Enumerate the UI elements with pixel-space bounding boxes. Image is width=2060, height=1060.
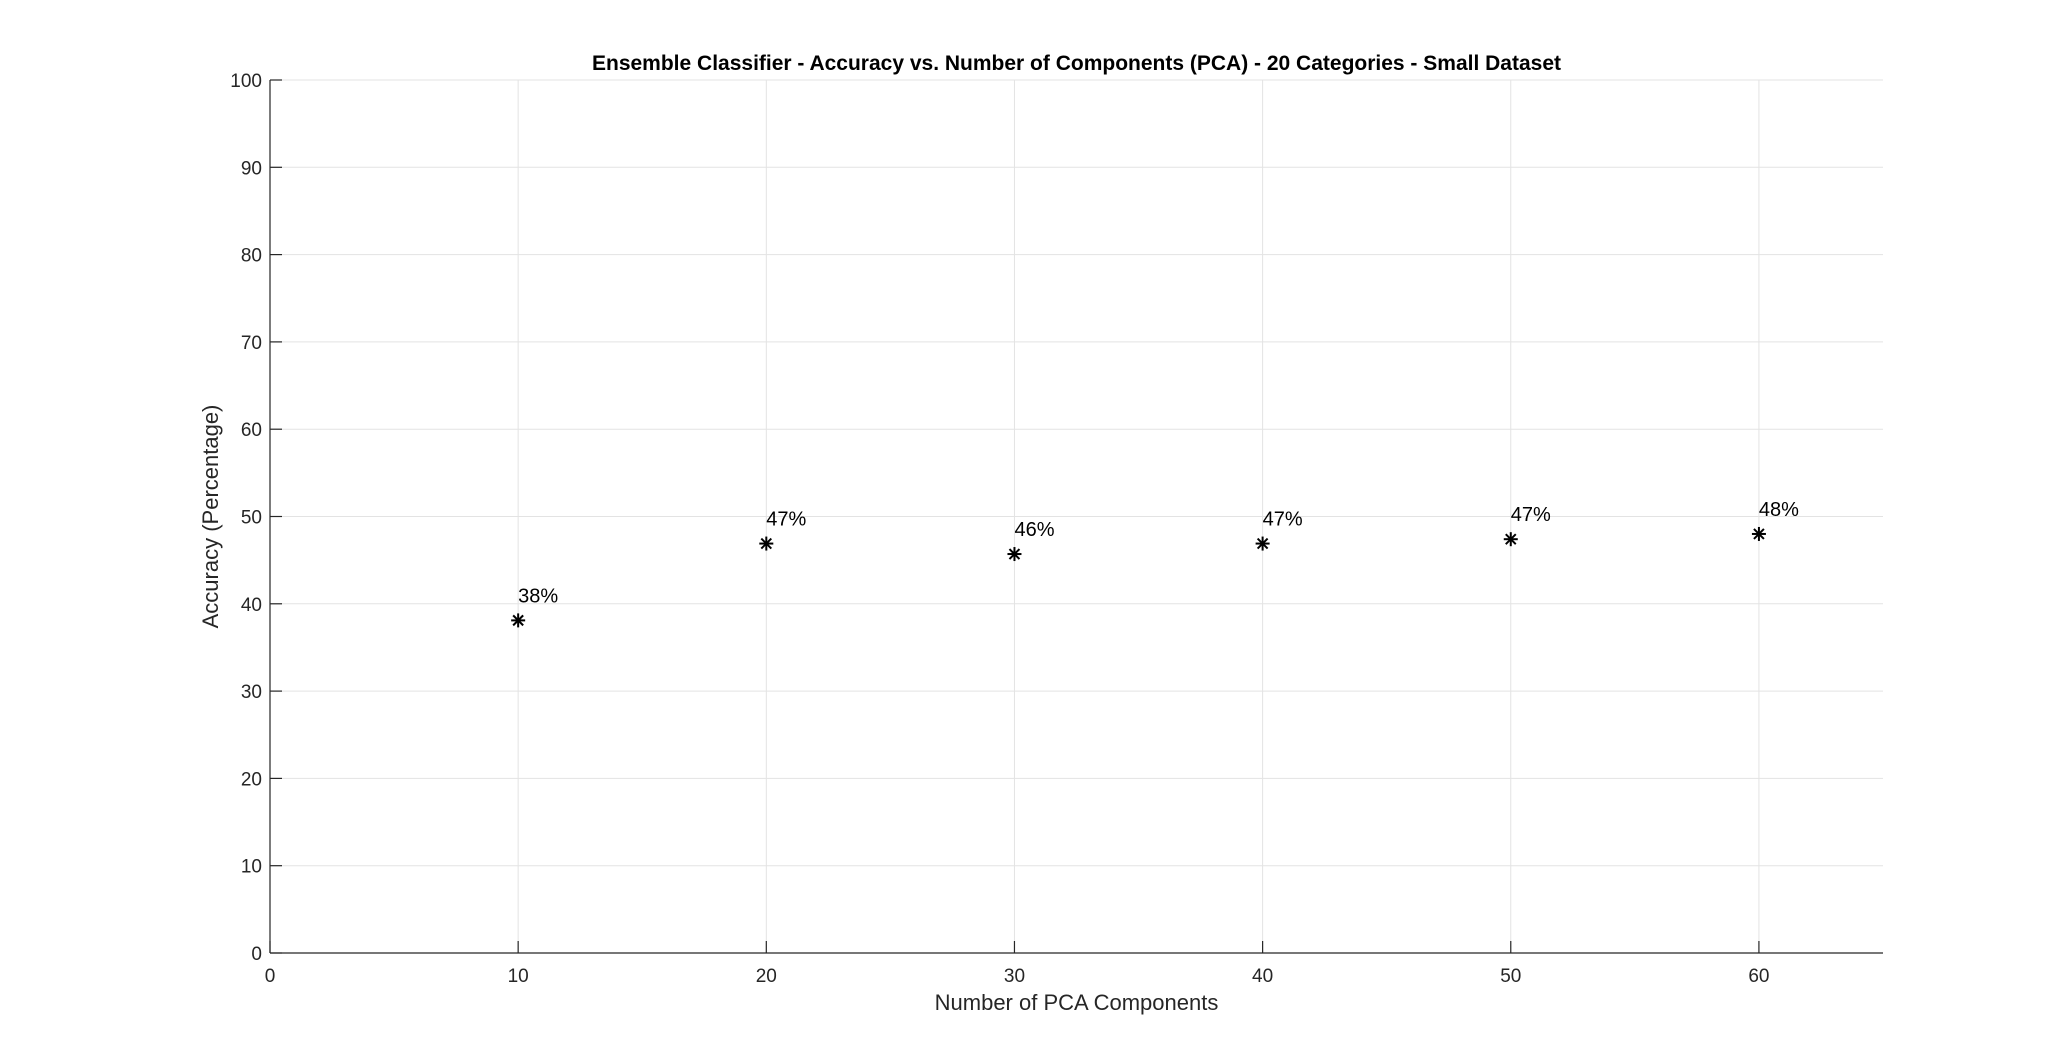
data-label: 47%	[1511, 504, 1551, 526]
x-tick-label: 0	[265, 966, 276, 987]
y-tick-label: 40	[241, 595, 262, 616]
y-tick-label: 60	[241, 420, 262, 441]
y-tick-label: 0	[251, 944, 262, 965]
ticks: 0 10 20 30 40 50 60 0 10 20 30 40 50 60 70 80 90 100	[230, 71, 1769, 987]
marker-stroke	[1753, 528, 1765, 540]
data-label: 47%	[766, 509, 806, 531]
chart-title: Ensemble Classifier - Accuracy vs. Numbe…	[592, 52, 1561, 75]
y-tick-label: 70	[241, 333, 262, 354]
grid	[270, 79, 1883, 953]
data-label: 46%	[1014, 519, 1054, 541]
marker-stroke	[512, 614, 524, 627]
data-points: 38% 47% 46% 47% 47% 48%	[511, 499, 1799, 628]
y-tick-label: 10	[241, 857, 262, 878]
marker-stroke	[1256, 537, 1269, 550]
data-label: 48%	[1759, 499, 1799, 521]
marker-stroke	[760, 537, 773, 550]
marker-stroke	[1008, 548, 1021, 560]
y-tick-label: 80	[241, 246, 262, 267]
x-tick-label: 30	[1004, 966, 1025, 987]
data-point-marker	[1255, 536, 1270, 551]
y-axis-label: Accuracy (Percentage)	[198, 405, 223, 629]
x-tick-label: 50	[1500, 966, 1521, 987]
data-label: 38%	[518, 585, 558, 607]
data-point-marker	[1503, 532, 1518, 547]
data-point-marker	[1007, 547, 1022, 562]
x-tick-label: 20	[756, 966, 777, 987]
x-tick-label: 40	[1252, 966, 1273, 987]
y-tick-label: 100	[230, 71, 262, 92]
y-tick-label: 50	[241, 508, 262, 529]
data-point-marker	[1751, 526, 1766, 541]
x-axis-label: Number of PCA Components	[935, 990, 1219, 1015]
x-tick-label: 10	[508, 966, 529, 987]
data-label: 47%	[1263, 509, 1303, 531]
data-point-marker	[511, 613, 526, 628]
y-tick-label: 20	[241, 769, 262, 790]
marker-stroke	[1505, 533, 1517, 545]
y-tick-label: 90	[241, 158, 262, 179]
x-tick-label: 60	[1748, 966, 1769, 987]
data-point-marker	[759, 536, 774, 551]
y-tick-label: 30	[241, 682, 262, 703]
